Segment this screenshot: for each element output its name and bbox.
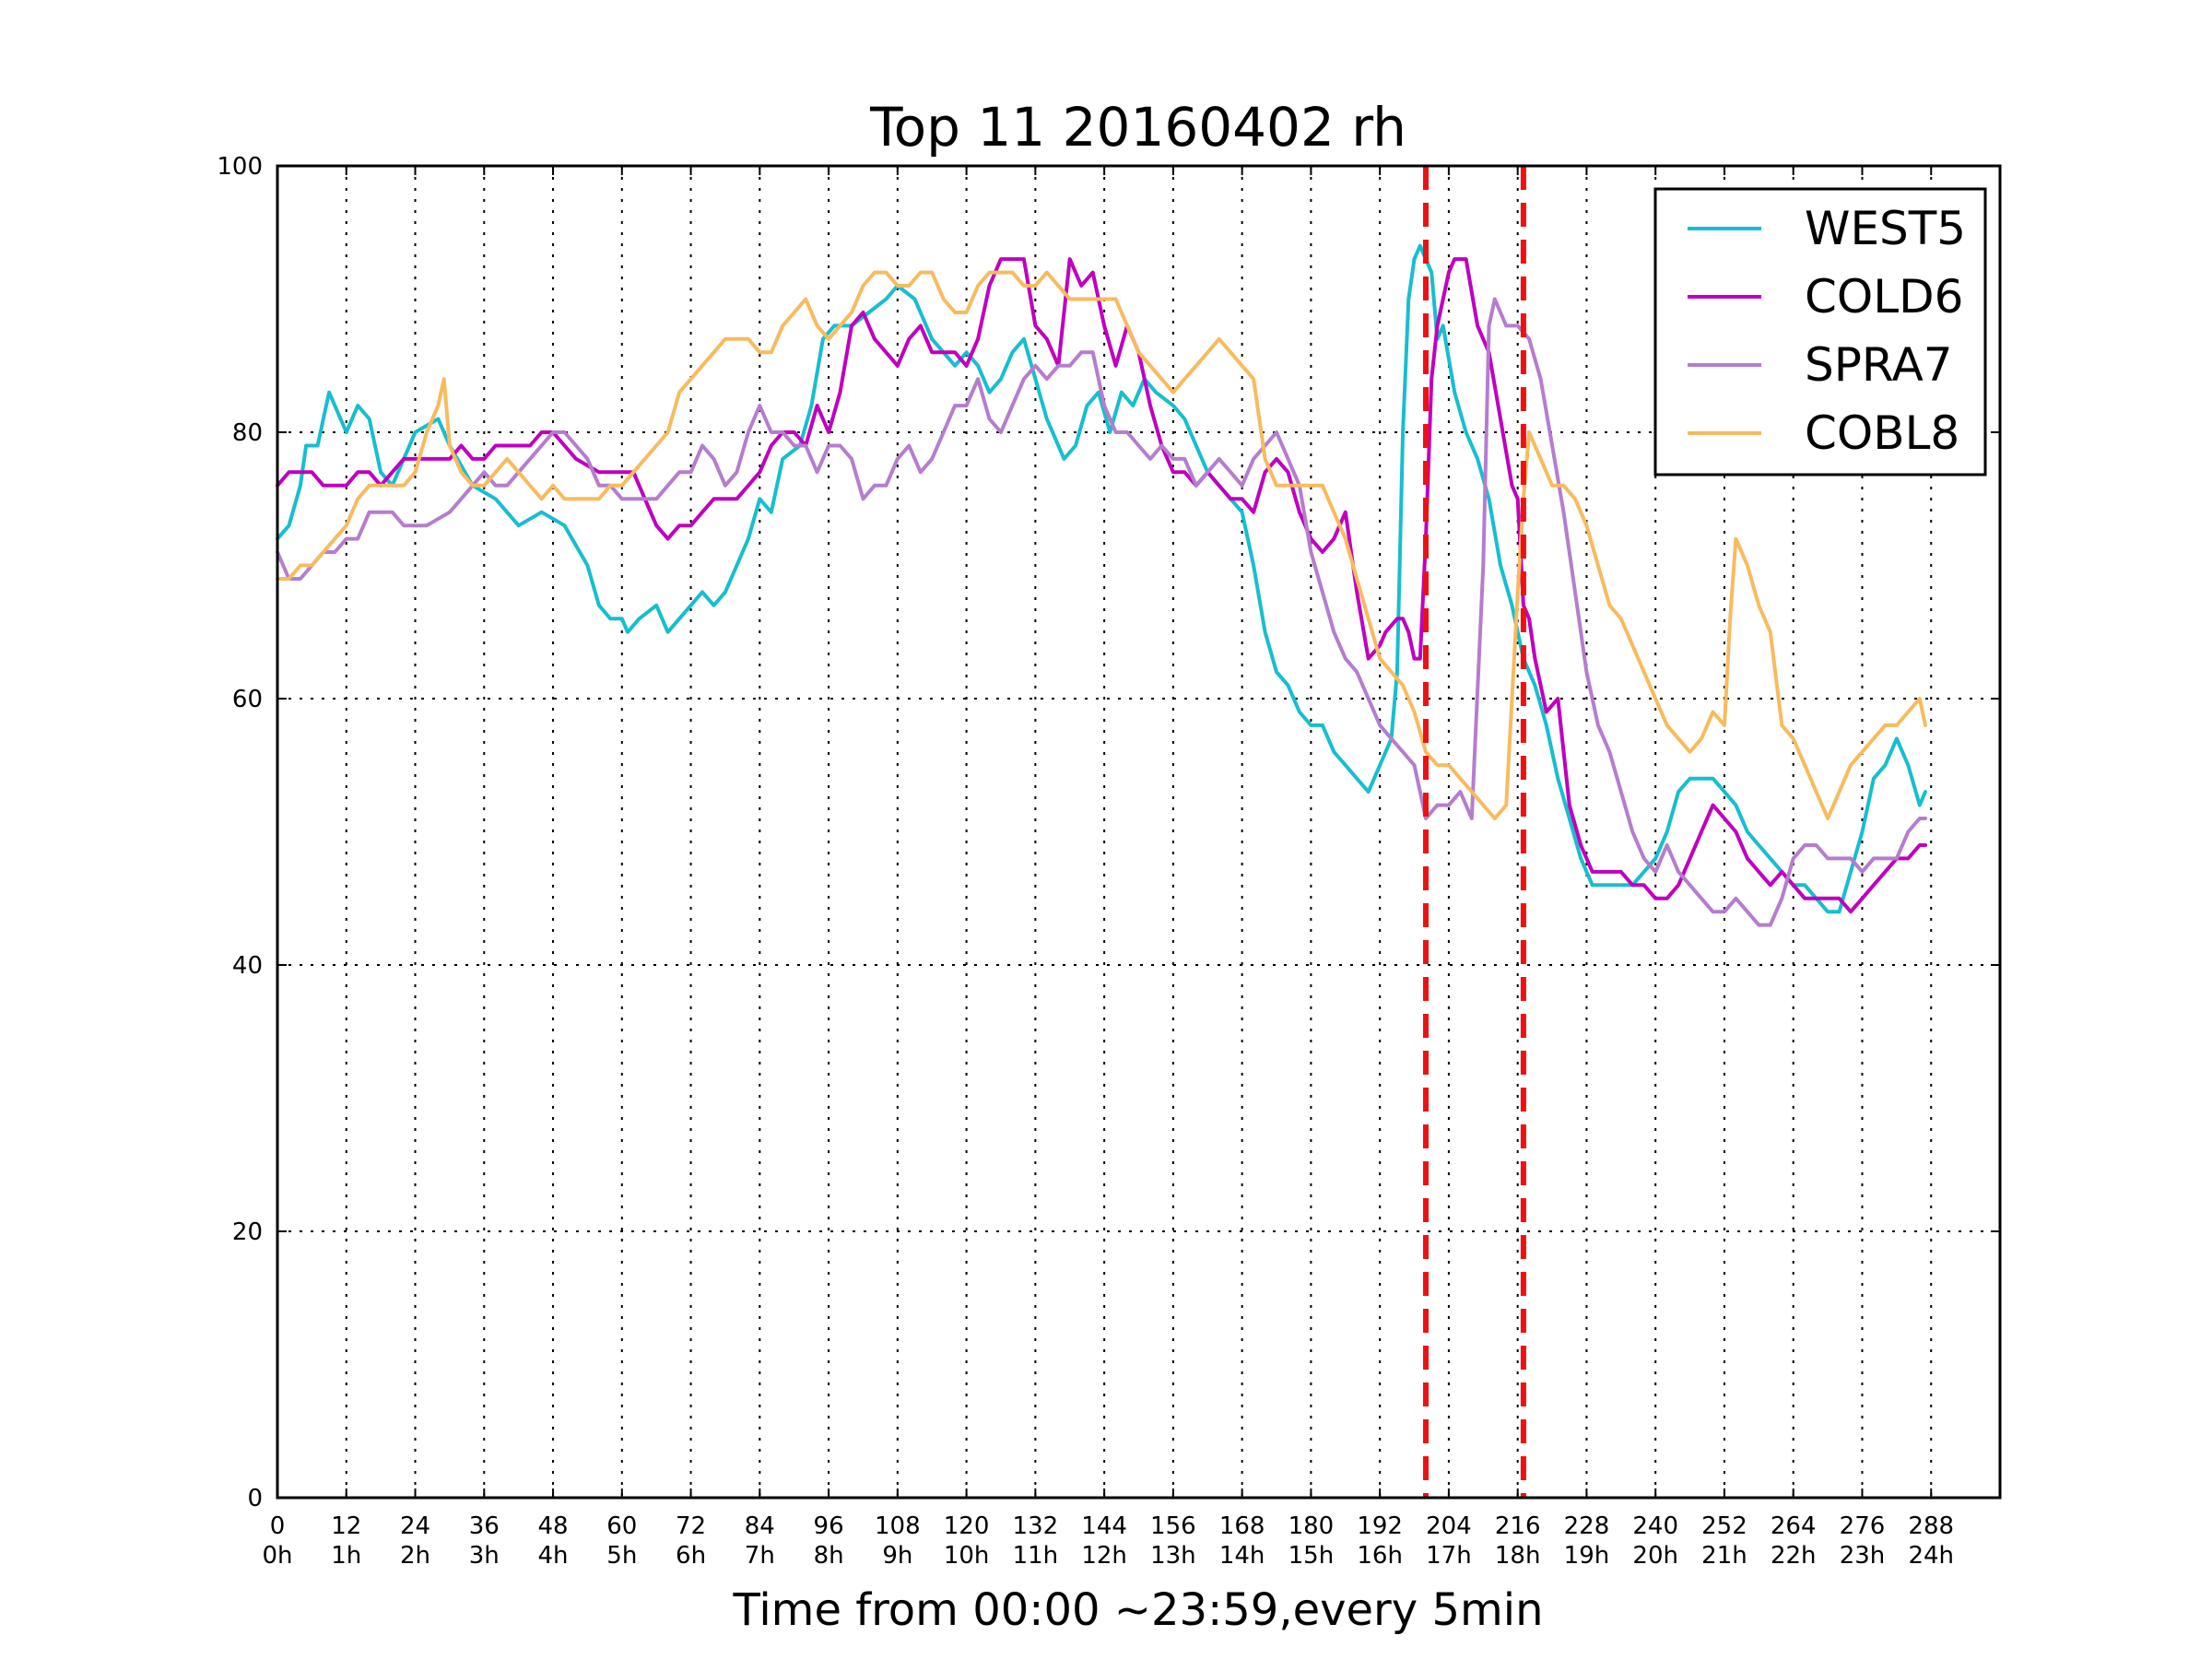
x-tick-hour-label: 0h xyxy=(262,1542,292,1570)
legend-box xyxy=(1653,187,1987,477)
x-tick-hour-label: 16h xyxy=(1357,1542,1403,1570)
y-tick-label: 0 xyxy=(247,1485,263,1512)
x-tick-hour-label: 14h xyxy=(1219,1542,1265,1570)
x-tick-label: 72 xyxy=(676,1512,706,1540)
x-tick-hour-label: 8h xyxy=(814,1542,844,1570)
legend-label: SPRA7 xyxy=(1805,338,1953,392)
x-tick-label: 96 xyxy=(814,1512,844,1540)
x-tick-label: 180 xyxy=(1288,1512,1335,1540)
y-axis-ticks: 0 20 40 60 80 100 xyxy=(217,153,2000,1512)
y-tick-label: 60 xyxy=(232,686,263,713)
x-tick-label: 132 xyxy=(1013,1512,1059,1540)
x-tick-label: 216 xyxy=(1495,1512,1541,1540)
x-tick-hour-label: 21h xyxy=(1701,1542,1747,1570)
x-tick-label: 108 xyxy=(875,1512,921,1540)
x-tick-hour-label: 1h xyxy=(331,1542,361,1570)
x-tick-label: 84 xyxy=(745,1512,775,1540)
x-tick-label: 204 xyxy=(1426,1512,1472,1540)
legend-label: COBL8 xyxy=(1805,406,1959,460)
y-tick-label: 40 xyxy=(232,952,263,980)
x-tick-hour-label: 7h xyxy=(745,1542,775,1570)
x-tick-label: 144 xyxy=(1081,1512,1127,1540)
x-tick-hour-label: 24h xyxy=(1908,1542,1954,1570)
x-tick-label: 288 xyxy=(1908,1512,1954,1540)
x-tick-label: 168 xyxy=(1219,1512,1265,1540)
series-line-cold6 xyxy=(276,257,1927,914)
series-line-west5 xyxy=(276,243,1927,914)
x-tick-label: 228 xyxy=(1564,1512,1610,1540)
x-tick-label: 36 xyxy=(469,1512,500,1540)
x-tick-hour-label: 18h xyxy=(1495,1542,1541,1570)
chart-title: Top 11 20160402 rh xyxy=(869,96,1406,159)
x-tick-hour-label: 4h xyxy=(538,1542,569,1570)
x-tick-hour-label: 19h xyxy=(1564,1542,1610,1570)
x-tick-hour-label: 15h xyxy=(1288,1542,1335,1570)
x-tick-hour-label: 12h xyxy=(1081,1542,1127,1570)
x-tick-hour-label: 9h xyxy=(882,1542,912,1570)
x-tick-hour-label: 17h xyxy=(1426,1542,1472,1570)
x-tick-hour-label: 11h xyxy=(1013,1542,1059,1570)
marker-lines xyxy=(1423,166,1526,1498)
x-tick-hour-label: 22h xyxy=(1771,1542,1817,1570)
x-tick-hour-label: 2h xyxy=(400,1542,430,1570)
series-line-cobl8 xyxy=(276,270,1927,820)
x-tick-label: 24 xyxy=(400,1512,430,1540)
x-tick-label: 240 xyxy=(1632,1512,1678,1540)
x-tick-hour-label: 5h xyxy=(606,1542,637,1570)
x-tick-label: 156 xyxy=(1150,1512,1196,1540)
legend-label: WEST5 xyxy=(1805,202,1966,255)
x-tick-label: 0 xyxy=(270,1512,286,1540)
x-tick-label: 276 xyxy=(1840,1512,1886,1540)
x-tick-hour-label: 10h xyxy=(944,1542,990,1570)
x-tick-label: 12 xyxy=(331,1512,361,1540)
x-tick-hour-label: 6h xyxy=(676,1542,706,1570)
y-tick-label: 100 xyxy=(217,153,263,181)
x-tick-hour-label: 20h xyxy=(1632,1542,1678,1570)
x-axis-label: Time from 00:00 ~23:59,every 5min xyxy=(733,1584,1544,1636)
y-tick-label: 80 xyxy=(232,419,263,447)
series-line-spra7 xyxy=(276,297,1927,927)
x-tick-hour-label: 13h xyxy=(1150,1542,1196,1570)
legend-label: COLD6 xyxy=(1805,270,1963,324)
x-tick-label: 120 xyxy=(944,1512,990,1540)
y-tick-label: 20 xyxy=(232,1218,263,1246)
x-tick-hour-label: 3h xyxy=(469,1542,500,1570)
x-tick-label: 60 xyxy=(606,1512,637,1540)
series-lines xyxy=(276,243,1927,927)
x-tick-label: 192 xyxy=(1357,1512,1403,1540)
x-tick-hour-label: 23h xyxy=(1840,1542,1886,1570)
plot-frame xyxy=(276,164,2002,1500)
legend: WEST5 COLD6 SPRA7 COBL8 xyxy=(1653,187,1987,477)
x-tick-label: 252 xyxy=(1701,1512,1747,1540)
x-tick-label: 264 xyxy=(1771,1512,1817,1540)
x-tick-label: 48 xyxy=(537,1512,568,1540)
